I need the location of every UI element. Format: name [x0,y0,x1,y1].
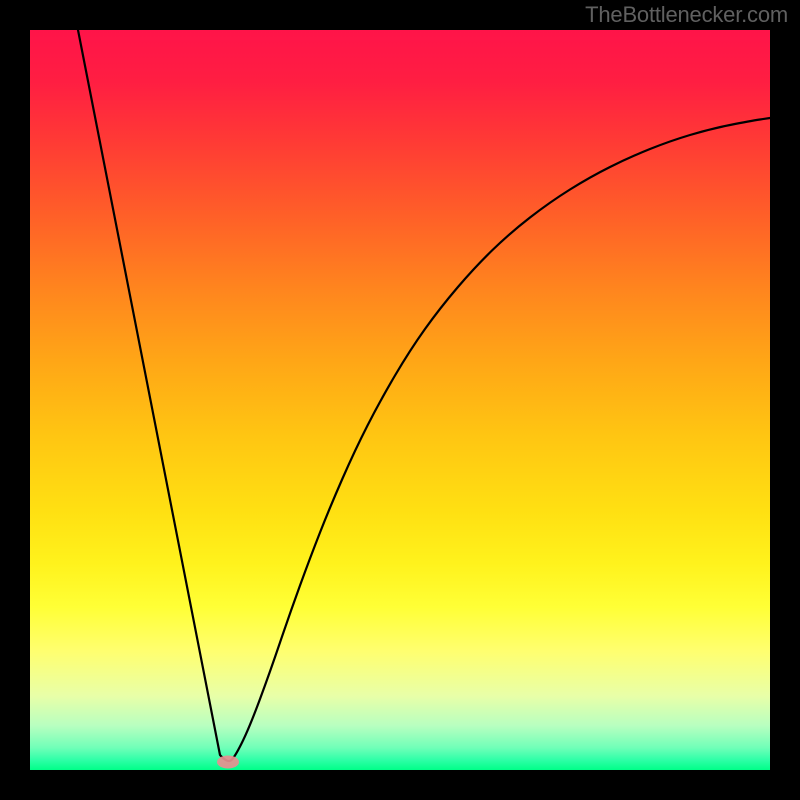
image-container: TheBottlenecker.com [0,0,800,800]
bottleneck-chart [0,0,800,800]
optimal-point-marker [217,756,239,769]
plot-background [30,30,770,770]
watermark-text: TheBottlenecker.com [585,2,788,28]
